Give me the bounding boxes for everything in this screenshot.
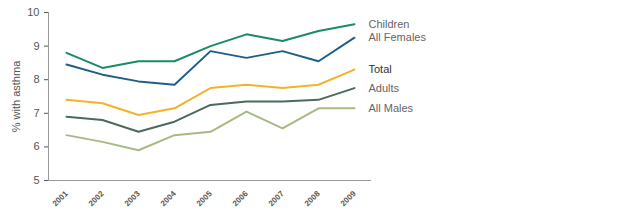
svg-text:5: 5 [33, 174, 39, 186]
svg-text:9: 9 [33, 40, 39, 52]
svg-text:All Females: All Females [369, 31, 427, 43]
svg-text:Children: Children [369, 18, 410, 30]
svg-text:2006: 2006 [231, 189, 250, 208]
svg-text:8: 8 [33, 73, 39, 85]
svg-text:2002: 2002 [87, 189, 106, 208]
svg-text:10: 10 [27, 6, 39, 18]
svg-text:2005: 2005 [195, 189, 214, 208]
svg-text:7: 7 [33, 107, 39, 119]
svg-text:% with asthma: % with asthma [10, 60, 22, 132]
svg-text:2001: 2001 [51, 189, 70, 208]
svg-text:Adults: Adults [369, 82, 400, 94]
svg-text:2009: 2009 [339, 189, 358, 208]
svg-text:Total: Total [369, 63, 392, 75]
svg-text:2004: 2004 [159, 189, 178, 208]
svg-text:All Males: All Males [369, 102, 414, 114]
svg-text:2008: 2008 [303, 189, 322, 208]
svg-text:6: 6 [33, 140, 39, 152]
svg-text:2007: 2007 [267, 189, 286, 208]
svg-text:2003: 2003 [123, 189, 142, 208]
